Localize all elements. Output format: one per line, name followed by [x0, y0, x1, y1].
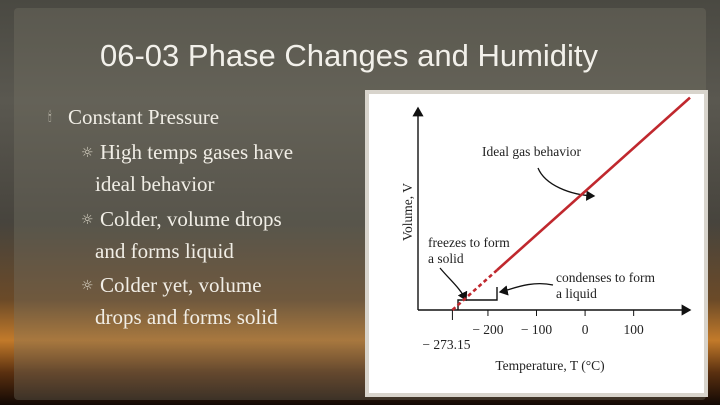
annotation-arrow	[537, 167, 596, 201]
sub-bullet-icon: ☼	[81, 278, 94, 294]
sub-bullet: and forms liquid	[95, 239, 234, 263]
y-axis-label: Volume, V	[400, 183, 415, 241]
zero-tick-label: − 273.15	[422, 337, 470, 352]
x-tick-label: 100	[624, 322, 645, 337]
sub-bullet: drops and forms solid	[95, 305, 278, 329]
sub-bullet-icon: ☼	[81, 212, 94, 228]
figure-background	[369, 94, 704, 393]
annotation: a liquid	[556, 286, 597, 301]
slide-title: 06-03 Phase Changes and Humidity	[100, 38, 599, 73]
ideal-gas-line	[496, 96, 691, 272]
bullet-icon: 🕯	[48, 110, 52, 125]
x-tick-label: 0	[582, 322, 589, 337]
sub-bullet: Colder, volume drops	[100, 207, 282, 231]
sub-bullet: ideal behavior	[95, 172, 215, 196]
annotation: condenses to form	[556, 270, 655, 285]
bullet: Constant Pressure	[68, 105, 220, 129]
x-tick-label: − 200	[472, 322, 503, 337]
extrapolated-line	[451, 269, 498, 311]
x-tick-label: − 100	[521, 322, 552, 337]
annotation: Ideal gas behavior	[482, 144, 581, 159]
sub-bullet-icon: ☼	[81, 145, 94, 161]
annotation: a solid	[428, 251, 464, 266]
sub-bullet: Colder yet, volume	[100, 273, 262, 297]
annotation-arrow	[498, 283, 554, 296]
x-axis-label: Temperature, T (°C)	[495, 358, 604, 373]
annotation-arrow	[439, 267, 468, 302]
sub-bullet: High temps gases have	[100, 140, 294, 164]
annotation: freezes to form	[428, 235, 510, 250]
